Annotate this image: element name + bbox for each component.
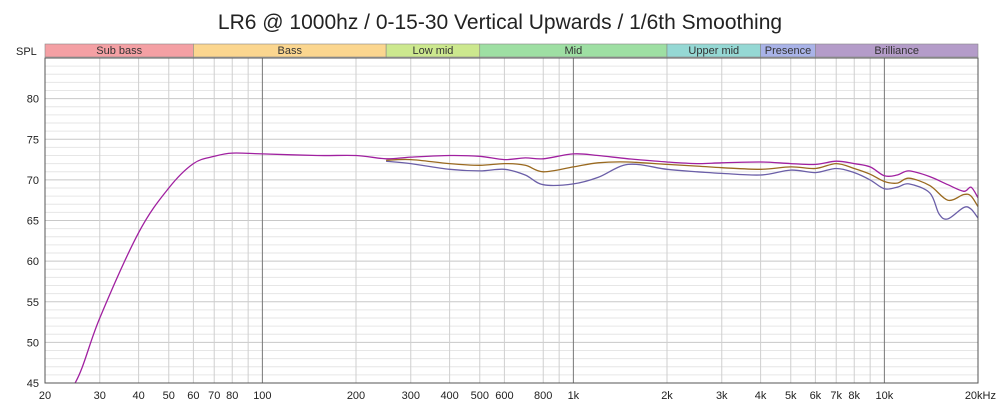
x-tick-label: 40 [132,390,144,402]
x-tick-label: 10k [876,390,894,402]
band-brilliance [815,43,979,58]
y-tick-label: 70 [27,175,39,187]
y-tick-label: 65 [27,216,39,228]
x-tick-label: 800 [534,390,552,402]
x-tick-label: 6k [810,390,822,402]
y-tick-label: 80 [27,94,39,106]
plot-border [44,57,979,384]
x-tick-label: 50 [163,390,175,402]
series-line-3 [386,160,978,220]
band-label: Bass [278,45,303,57]
y-tick-label: 60 [27,256,39,268]
x-tick-label: 1k [568,390,580,402]
x-tick-label: 20kHz [965,390,996,402]
x-tick-label: 200 [347,390,365,402]
x-tick-label: 8k [848,390,860,402]
x-tick-label: 300 [402,390,420,402]
band-label: Upper mid [688,45,739,57]
x-tick-label: 20 [39,390,51,402]
x-tick-label: 3k [716,390,728,402]
x-tick-label: 100 [253,390,271,402]
y-tick-label: 50 [27,337,39,349]
band-label: Low mid [412,45,453,57]
x-tick-label: 500 [471,390,489,402]
band-label: Sub bass [96,45,142,57]
x-tick-label: 70 [208,390,220,402]
x-tick-label: 2k [661,390,673,402]
grid [44,58,979,384]
x-tick-label: 30 [94,390,106,402]
x-tick-label: 7k [830,390,842,402]
y-tick-label: 45 [27,378,39,390]
series-line-2 [386,158,978,208]
chart-title: LR6 @ 1000hz / 0-15-30 Vertical Upwards … [218,11,782,34]
y-tick-label: 75 [27,134,39,146]
band-label: Mid [565,45,583,57]
y-axis-label: SPL [16,46,37,58]
x-tick-label: 600 [495,390,513,402]
frequency-bands: Sub bass Bass Low mid Mid Upper mid Presence B… [44,43,979,58]
y-tick-label: 55 [27,297,39,309]
x-tick-label: 5k [785,390,797,402]
x-axis-ticks: 20 30 40 50 60 70 80 100 200 300 400 500 600 800 1k 2k 3… [39,390,996,402]
band-label: Brilliance [874,45,919,57]
x-tick-label: 400 [440,390,458,402]
x-tick-label: 80 [226,390,238,402]
x-tick-label: 60 [187,390,199,402]
band-label: Presence [765,45,811,57]
y-axis-ticks: 45 50 55 60 65 70 75 80 [27,94,39,390]
series-lines [74,152,978,383]
x-tick-label: 4k [755,390,767,402]
series-line-1 [74,152,978,383]
